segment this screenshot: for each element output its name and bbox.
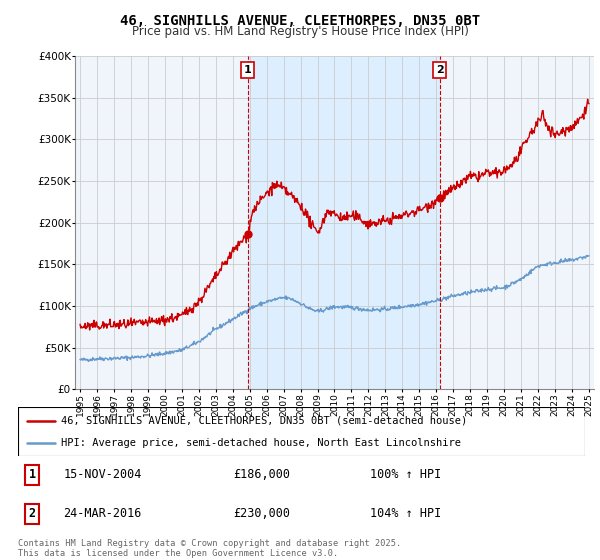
Text: HPI: Average price, semi-detached house, North East Lincolnshire: HPI: Average price, semi-detached house,… bbox=[61, 437, 461, 447]
Text: 100% ↑ HPI: 100% ↑ HPI bbox=[370, 468, 441, 481]
Text: £230,000: £230,000 bbox=[233, 507, 290, 520]
Text: 46, SIGNHILLS AVENUE, CLEETHORPES, DN35 0BT (semi-detached house): 46, SIGNHILLS AVENUE, CLEETHORPES, DN35 … bbox=[61, 416, 467, 426]
Text: £186,000: £186,000 bbox=[233, 468, 290, 481]
Text: 2: 2 bbox=[29, 507, 36, 520]
Text: Price paid vs. HM Land Registry's House Price Index (HPI): Price paid vs. HM Land Registry's House … bbox=[131, 25, 469, 38]
Bar bbox=[248, 56, 440, 389]
Text: 2: 2 bbox=[436, 65, 443, 75]
Text: 24-MAR-2016: 24-MAR-2016 bbox=[64, 507, 142, 520]
Text: Contains HM Land Registry data © Crown copyright and database right 2025.
This d: Contains HM Land Registry data © Crown c… bbox=[18, 539, 401, 558]
Text: 1: 1 bbox=[244, 65, 251, 75]
Text: 15-NOV-2004: 15-NOV-2004 bbox=[64, 468, 142, 481]
Text: 1: 1 bbox=[29, 468, 36, 481]
Text: 46, SIGNHILLS AVENUE, CLEETHORPES, DN35 0BT: 46, SIGNHILLS AVENUE, CLEETHORPES, DN35 … bbox=[120, 14, 480, 28]
Text: 104% ↑ HPI: 104% ↑ HPI bbox=[370, 507, 441, 520]
